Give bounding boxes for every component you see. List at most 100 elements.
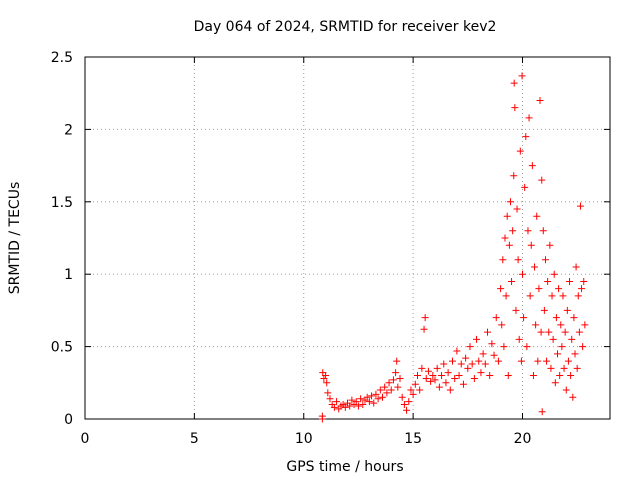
data-point <box>567 372 575 380</box>
data-point <box>539 227 547 235</box>
data-point <box>568 335 576 343</box>
data-point <box>571 350 579 358</box>
data-point <box>322 372 330 380</box>
x-tick-label: 15 <box>404 431 422 447</box>
data-point <box>559 292 567 300</box>
data-point <box>409 390 417 398</box>
data-point <box>464 364 472 372</box>
data-point <box>558 343 566 351</box>
data-points <box>318 72 589 423</box>
data-point <box>330 403 338 411</box>
data-point <box>341 403 349 411</box>
grid-lines <box>85 57 610 419</box>
data-point <box>414 372 421 380</box>
data-point <box>457 360 465 368</box>
data-point <box>318 412 326 420</box>
data-point <box>500 343 508 351</box>
x-tick-labels: 0 5 10 15 20 <box>81 431 532 447</box>
data-point <box>459 380 467 388</box>
y-tick-label: 1.5 <box>51 195 73 211</box>
data-point <box>357 395 365 403</box>
data-point <box>518 72 526 80</box>
data-point <box>352 398 360 406</box>
data-point <box>393 357 401 365</box>
data-point <box>535 285 543 293</box>
data-point <box>526 292 534 300</box>
data-point <box>569 393 577 401</box>
data-point <box>555 285 563 293</box>
data-point <box>506 198 514 206</box>
data-point <box>513 205 521 213</box>
data-point <box>578 285 586 293</box>
y-axis-title: SRMTID / TECUs <box>7 182 23 295</box>
data-point <box>319 369 327 377</box>
data-point <box>581 321 589 329</box>
data-point <box>516 147 524 155</box>
data-point <box>376 386 384 394</box>
data-point <box>320 374 328 382</box>
data-point <box>524 227 532 235</box>
data-point <box>519 270 526 278</box>
data-point <box>515 335 523 343</box>
data-point <box>326 395 334 403</box>
data-point <box>498 321 506 329</box>
data-point <box>324 389 332 397</box>
data-point <box>359 401 367 409</box>
data-point <box>435 383 443 391</box>
data-point <box>381 383 389 391</box>
data-point <box>403 406 411 414</box>
data-point <box>455 372 463 380</box>
data-point <box>537 328 545 336</box>
data-point <box>557 321 565 329</box>
data-point <box>323 379 331 387</box>
data-point <box>494 357 502 365</box>
data-point <box>492 314 500 322</box>
data-point <box>566 277 574 285</box>
data-point <box>501 234 509 242</box>
data-point <box>554 350 561 358</box>
y-tick-label: 1 <box>64 267 73 283</box>
data-point <box>545 328 553 336</box>
data-point <box>520 314 528 322</box>
data-point <box>392 369 400 377</box>
data-point <box>383 389 391 397</box>
data-point <box>462 354 470 362</box>
data-point <box>468 360 476 368</box>
data-point <box>574 292 582 300</box>
data-point <box>549 335 557 343</box>
data-point <box>499 256 507 264</box>
data-point <box>502 292 510 300</box>
data-point <box>473 335 481 343</box>
data-point <box>400 401 408 409</box>
data-point <box>546 241 554 249</box>
data-point <box>503 212 511 220</box>
data-point <box>533 212 541 220</box>
data-point <box>387 386 395 394</box>
data-point <box>431 376 439 384</box>
data-point <box>451 374 459 382</box>
data-point <box>544 277 552 285</box>
data-point <box>560 364 568 372</box>
data-point <box>552 314 560 322</box>
data-point <box>365 398 373 406</box>
data-point <box>561 328 569 336</box>
data-point <box>475 357 483 365</box>
data-point <box>556 372 564 380</box>
data-point <box>505 241 513 249</box>
data-point <box>564 357 572 365</box>
data-point <box>521 183 529 191</box>
data-point <box>418 364 426 372</box>
data-point <box>536 96 544 104</box>
data-point <box>497 285 505 293</box>
data-point <box>379 393 386 401</box>
data-point <box>532 321 540 329</box>
data-point <box>510 172 518 180</box>
data-point <box>488 340 496 348</box>
axis-ticks <box>84 56 610 420</box>
data-point <box>442 379 450 387</box>
data-point <box>422 374 430 382</box>
y-tick-label: 2 <box>64 122 73 138</box>
data-point <box>481 360 489 368</box>
data-point <box>407 386 415 394</box>
